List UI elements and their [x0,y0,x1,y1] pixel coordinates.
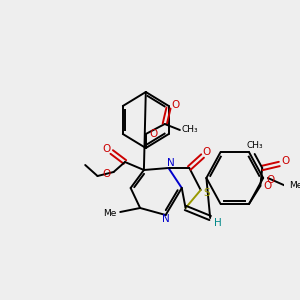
Text: N: N [167,158,174,168]
Text: CH₃: CH₃ [181,125,198,134]
Text: O: O [171,100,179,110]
Text: S: S [203,188,210,198]
Text: O: O [264,181,272,191]
Text: O: O [103,144,111,154]
Text: Me: Me [103,208,116,217]
Text: H: H [214,218,222,228]
Text: O: O [282,156,290,166]
Text: CH₃: CH₃ [246,142,263,151]
Text: N: N [162,214,170,224]
Text: O: O [267,175,275,185]
Text: Me: Me [289,182,300,190]
Text: O: O [149,129,158,139]
Text: O: O [103,169,111,179]
Text: O: O [202,147,211,157]
